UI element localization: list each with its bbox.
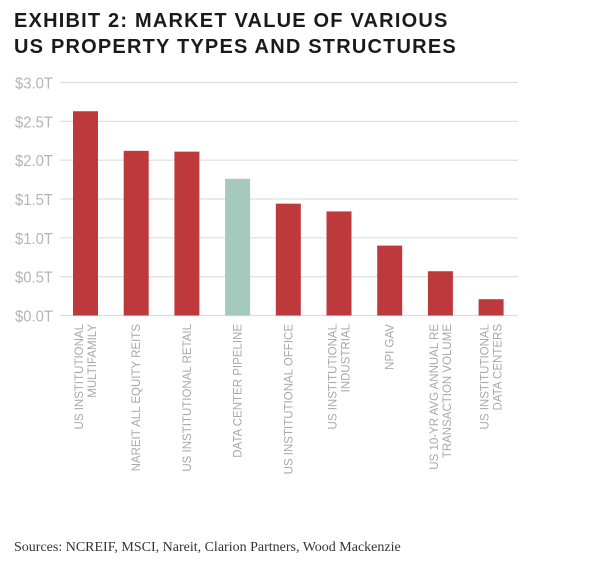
y-tick-label: $1.5T — [15, 192, 53, 209]
y-tick-label: $0.5T — [15, 270, 53, 287]
bar — [478, 299, 504, 316]
y-tick-label: $1.0T — [15, 231, 53, 248]
bar — [225, 178, 251, 316]
bar — [123, 150, 149, 316]
y-tick-label: $3.0T — [15, 76, 53, 93]
bar — [326, 211, 352, 316]
bar — [377, 245, 403, 316]
x-tick-label: TRANSACTION VOLUME — [442, 324, 454, 459]
x-tick-label: DATA CENTERS — [493, 324, 505, 411]
bar — [275, 203, 301, 316]
x-tick-label: MULTIFAMILY — [87, 324, 99, 398]
x-tick-label: US INSTITUTIONAL RETAIL — [182, 323, 194, 471]
source-note: Sources: NCREIF, MSCI, Nareit, Clarion P… — [14, 540, 401, 555]
x-tick-label: US INSTITUTIONAL — [480, 323, 492, 429]
x-tick-label: US INSTITUTIONAL OFFICE — [283, 324, 295, 475]
x-tick-label: US INSTITUTIONAL — [328, 323, 340, 429]
x-tick-label: NPI GAV — [385, 324, 397, 370]
y-tick-label: $0.0T — [15, 309, 53, 326]
x-tick-label: INDUSTRIAL — [341, 323, 353, 392]
title-line-1: EXHIBIT 2: MARKET VALUE OF VARIOUS — [14, 10, 449, 32]
chart-title: EXHIBIT 2: MARKET VALUE OF VARIOUS US PR… — [14, 8, 457, 60]
y-tick-label: $2.0T — [15, 153, 53, 170]
y-tick-label: $2.5T — [15, 114, 53, 131]
x-tick-label: DATA CENTER PIPELINE — [233, 324, 245, 458]
bar — [174, 151, 200, 316]
bar — [73, 111, 98, 316]
x-tick-label: US INSTITUTIONAL — [74, 323, 86, 429]
bar — [427, 271, 453, 316]
x-tick-label: NAREIT ALL EQUITY REITS — [131, 324, 143, 472]
x-tick-label: US 10-YR AVG ANNUAL RE — [429, 324, 441, 470]
title-line-2: US PROPERTY TYPES AND STRUCTURES — [14, 36, 457, 58]
